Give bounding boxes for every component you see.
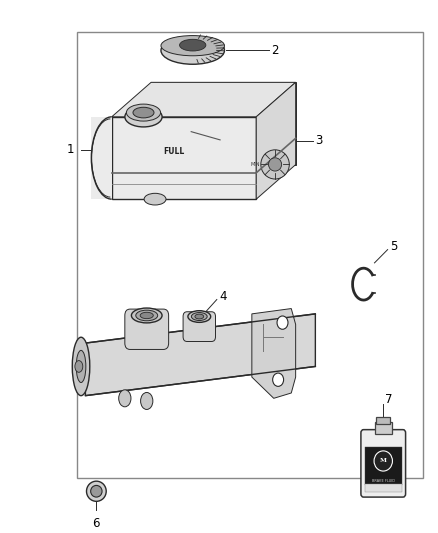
Ellipse shape	[261, 150, 289, 179]
Ellipse shape	[131, 308, 162, 323]
FancyBboxPatch shape	[375, 422, 392, 434]
Ellipse shape	[272, 373, 284, 386]
Polygon shape	[112, 82, 296, 117]
Ellipse shape	[268, 158, 282, 171]
Ellipse shape	[91, 486, 102, 497]
Bar	[77, 32, 423, 478]
Ellipse shape	[76, 350, 86, 383]
Text: 1: 1	[67, 143, 74, 156]
Ellipse shape	[161, 36, 224, 56]
Ellipse shape	[141, 392, 153, 409]
FancyBboxPatch shape	[376, 417, 390, 424]
Ellipse shape	[127, 104, 161, 121]
Text: 3: 3	[315, 134, 323, 147]
Ellipse shape	[75, 361, 83, 372]
Ellipse shape	[188, 311, 211, 322]
Polygon shape	[112, 117, 256, 199]
Text: 5: 5	[390, 240, 397, 254]
Ellipse shape	[180, 39, 206, 51]
Polygon shape	[92, 117, 112, 199]
Ellipse shape	[86, 481, 106, 502]
Text: 4: 4	[219, 290, 226, 303]
Ellipse shape	[140, 312, 153, 319]
Text: 6: 6	[92, 516, 100, 530]
Ellipse shape	[72, 337, 90, 395]
FancyBboxPatch shape	[365, 447, 402, 485]
Ellipse shape	[119, 390, 131, 407]
Ellipse shape	[133, 107, 154, 118]
Text: MIN: MIN	[251, 162, 260, 167]
Polygon shape	[252, 309, 296, 398]
FancyBboxPatch shape	[125, 309, 169, 350]
FancyBboxPatch shape	[365, 484, 402, 492]
Ellipse shape	[195, 314, 204, 319]
Ellipse shape	[125, 107, 162, 127]
Ellipse shape	[161, 37, 224, 64]
Text: FULL: FULL	[163, 147, 184, 156]
FancyBboxPatch shape	[361, 430, 406, 497]
Text: 7: 7	[385, 393, 393, 406]
Ellipse shape	[144, 193, 166, 205]
FancyBboxPatch shape	[183, 312, 215, 342]
Ellipse shape	[191, 312, 207, 320]
Polygon shape	[151, 82, 296, 165]
Ellipse shape	[277, 316, 288, 329]
Text: M: M	[380, 458, 387, 464]
Polygon shape	[85, 314, 315, 395]
Ellipse shape	[374, 451, 392, 471]
Text: 2: 2	[272, 44, 279, 57]
Polygon shape	[256, 82, 296, 199]
Ellipse shape	[136, 310, 158, 321]
Text: BRAKE FLUID: BRAKE FLUID	[372, 479, 395, 482]
